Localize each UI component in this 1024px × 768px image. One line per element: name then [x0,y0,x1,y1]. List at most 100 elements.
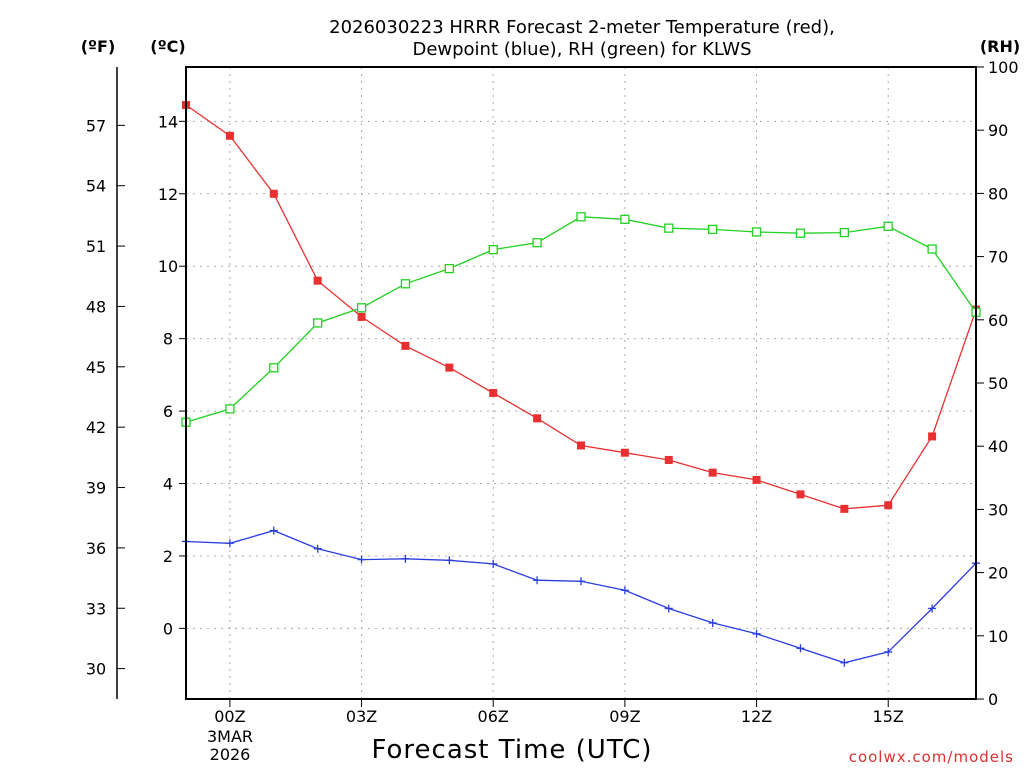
temperature-point-12 [708,468,717,477]
rh-unit-label: (RH) [980,37,1020,56]
rh-point-16 [883,221,893,231]
c-tick-label-4: 4 [163,475,173,494]
rh-tick-label-40: 40 [988,437,1008,456]
f-tick-label-48: 48 [86,297,106,316]
date-label-month: 3MAR [207,727,253,746]
dewpoint-point-16 [884,647,893,656]
data-series [181,101,981,667]
rh-point-13 [751,227,762,237]
rh-tick-label-60: 60 [988,311,1008,330]
rh-point-9 [576,212,586,222]
x-tick-label-03Z: 03Z [346,707,377,726]
fahrenheit-axis: 30 33 36 39 42 45 48 51 54 57 [86,67,125,699]
dewpoint-point-8 [533,576,542,585]
temperature-point-6 [445,363,454,372]
dewpoint-point-11 [664,604,673,613]
dewpoint-point-10 [620,586,629,595]
temperature-point-1 [225,131,234,140]
temperature-point-2 [269,189,278,198]
rh-point-12 [708,224,718,235]
rh-tick-label-0: 0 [988,690,998,709]
dewpoint-point-7 [489,559,498,568]
rh-axis: 0 10 20 30 40 50 60 70 80 90 100 [976,58,1019,709]
temperature-point-13 [752,475,761,484]
f-tick-label-57: 57 [86,116,106,135]
dewpoint-point-5 [401,554,410,563]
dewpoint-point-1 [225,539,234,548]
rh-point-7 [488,244,498,255]
c-tick-label-0: 0 [163,619,173,638]
chart-title-line-2: Dewpoint (blue), RH (green) for KLWS [412,39,751,60]
fahrenheit-unit-label: (ºF) [81,37,116,56]
dewpoint-point-17 [928,604,937,613]
x-tick-label-00Z: 00Z [214,707,245,726]
time-axis: 00Z 03Z 06Z 09Z 12Z 15Z [214,699,904,726]
dewpoint-point-14 [796,644,805,653]
c-tick-label-6: 6 [163,402,173,421]
rh-point-5 [400,279,411,289]
f-tick-label-36: 36 [86,539,106,558]
temperature-point-8 [533,414,542,423]
x-tick-label-15Z: 15Z [873,707,904,726]
rh-line [185,216,977,423]
x-tick-label-09Z: 09Z [609,707,640,726]
celsius-unit-label: (ºC) [150,37,185,56]
f-tick-label-45: 45 [86,358,106,377]
temperature-point-9 [577,441,585,450]
temperature-point-10 [620,448,629,457]
rh-tick-label-50: 50 [988,374,1008,393]
rh-point-15 [839,227,849,238]
rh-point-1 [225,404,235,414]
c-tick-label-14: 14 [158,112,178,131]
dewpoint-point-2 [269,526,278,535]
dewpoint-point-6 [445,556,454,565]
chart-title-line-1: 2026030223 HRRR Forecast 2-meter Tempera… [329,17,835,38]
temperature-point-11 [664,455,673,464]
c-tick-label-10: 10 [158,257,178,276]
rh-point-11 [664,223,674,233]
plot-frame [185,66,977,700]
credit-label: coolwx.com/models [849,748,1014,766]
rh-tick-label-10: 10 [988,627,1008,646]
x-tick-label-12Z: 12Z [741,707,772,726]
rh-point-6 [444,263,454,274]
f-tick-label-30: 30 [86,660,106,679]
temperature-point-5 [401,341,410,350]
celsius-axis: 0 2 4 6 8 10 12 14 [158,112,186,638]
grid-lines [186,67,976,699]
rh-tick-label-30: 30 [988,500,1008,519]
dewpoint-point-15 [840,658,849,667]
rh-point-4 [356,303,367,313]
f-tick-label-51: 51 [86,237,106,256]
dewpoint-point-13 [752,629,761,638]
x-axis-title: Forecast Time (UTC) [371,735,652,765]
dewpoint-line [185,529,977,664]
x-tick-label-06Z: 06Z [478,707,509,726]
f-tick-label-42: 42 [86,418,106,437]
dewpoint-point-9 [577,577,585,586]
rh-tick-label-90: 90 [988,121,1008,140]
c-tick-label-12: 12 [158,185,178,204]
temperature-point-16 [884,501,893,510]
temperature-point-3 [313,276,322,285]
f-tick-label-33: 33 [86,599,106,618]
date-label-year: 2026 [210,745,251,764]
rh-point-3 [313,318,323,328]
rh-point-10 [620,214,630,224]
rh-point-14 [795,228,806,238]
temperature-point-14 [796,490,805,499]
c-tick-label-8: 8 [163,330,173,349]
dewpoint-point-4 [357,555,366,564]
rh-tick-label-70: 70 [988,248,1008,267]
rh-point-2 [269,363,279,373]
temperature-point-15 [840,504,849,513]
c-tick-label-2: 2 [163,547,173,566]
rh-tick-label-100: 100 [988,58,1019,77]
dewpoint-point-12 [708,618,717,627]
rh-point-8 [532,238,542,248]
f-tick-label-39: 39 [86,479,106,498]
rh-tick-label-20: 20 [988,564,1008,583]
temperature-point-17 [928,432,937,441]
dewpoint-point-3 [313,544,322,553]
